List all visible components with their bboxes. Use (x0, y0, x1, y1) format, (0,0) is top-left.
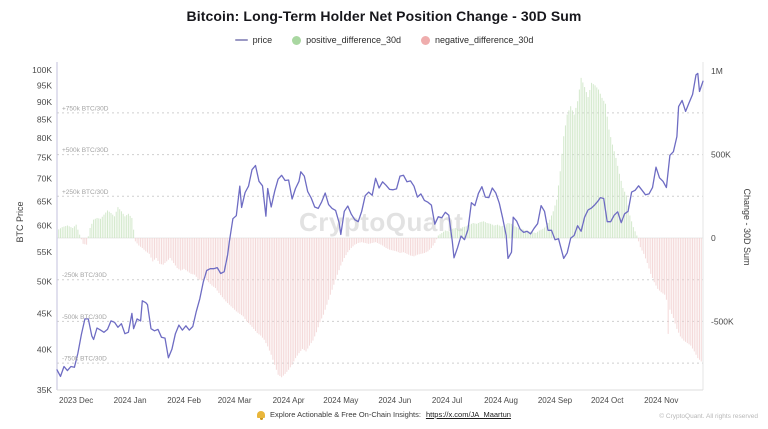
copyright-notice: © CryptoQuant. All rights reserved (659, 413, 758, 420)
svg-text:2024 Sep: 2024 Sep (538, 396, 573, 405)
svg-text:-500K: -500K (711, 316, 734, 326)
svg-text:55K: 55K (37, 247, 52, 257)
svg-text:100K: 100K (32, 65, 52, 75)
price-line-swatch-icon (234, 39, 248, 41)
svg-text:500K: 500K (711, 150, 731, 160)
negative-dot-icon (421, 35, 430, 45)
svg-text:2024 Mar: 2024 Mar (218, 396, 252, 405)
svg-text:2023 Dec: 2023 Dec (59, 396, 93, 405)
legend-price-label: price (252, 35, 273, 45)
svg-text:45K: 45K (37, 308, 52, 318)
legend-negative-label: negative_difference_30d (435, 35, 534, 45)
svg-text:70K: 70K (37, 174, 52, 184)
svg-text:+500k BTC/30D: +500k BTC/30D (62, 147, 109, 154)
footer-text: Explore Actionable & Free On-Chain Insig… (270, 410, 421, 419)
svg-text:-500k BTC/30D: -500k BTC/30D (62, 314, 107, 321)
footer-link[interactable]: https://x.com/JA_Maartun (425, 410, 511, 419)
svg-text:+750k BTC/30D: +750k BTC/30D (62, 105, 109, 112)
svg-text:2024 Jun: 2024 Jun (378, 396, 411, 405)
svg-text:0: 0 (711, 233, 716, 243)
svg-text:+250k BTC/30D: +250k BTC/30D (62, 189, 109, 196)
svg-text:80K: 80K (37, 133, 52, 143)
svg-text:35K: 35K (37, 385, 52, 395)
svg-text:2024 Aug: 2024 Aug (484, 396, 518, 405)
positive-dot-icon (292, 35, 302, 45)
svg-text:65K: 65K (37, 196, 52, 206)
legend-item-price[interactable]: price (234, 35, 273, 45)
svg-text:90K: 90K (37, 97, 52, 107)
svg-text:1M: 1M (711, 66, 723, 76)
footer-promo: Explore Actionable & Free On-Chain Insig… (0, 410, 768, 420)
page-title: Bitcoin: Long-Term Holder Net Position C… (186, 8, 582, 24)
svg-text:-250k BTC/30D: -250k BTC/30D (62, 272, 107, 279)
svg-text:2024 Feb: 2024 Feb (167, 396, 201, 405)
bell-icon (257, 411, 266, 420)
legend-item-positive[interactable]: positive_difference_30d (292, 35, 401, 45)
svg-text:75K: 75K (37, 153, 52, 163)
svg-text:2024 May: 2024 May (323, 396, 358, 405)
svg-text:2024 Nov: 2024 Nov (644, 396, 678, 405)
svg-text:-750k BTC/30D: -750k BTC/30D (62, 356, 107, 363)
svg-text:85K: 85K (37, 115, 52, 125)
svg-text:2024 Jul: 2024 Jul (432, 396, 462, 405)
svg-text:2024 Jan: 2024 Jan (114, 396, 147, 405)
svg-text:95K: 95K (37, 81, 52, 91)
legend-positive-label: positive_difference_30d (306, 35, 401, 45)
svg-text:2024 Apr: 2024 Apr (273, 396, 305, 405)
chart-legend: price positive_difference_30d negative_d… (0, 35, 768, 45)
svg-text:40K: 40K (37, 344, 52, 354)
svg-text:50K: 50K (37, 276, 52, 286)
svg-text:60K: 60K (37, 221, 52, 231)
legend-item-negative[interactable]: negative_difference_30d (421, 35, 533, 45)
svg-text:2024 Oct: 2024 Oct (591, 396, 624, 405)
